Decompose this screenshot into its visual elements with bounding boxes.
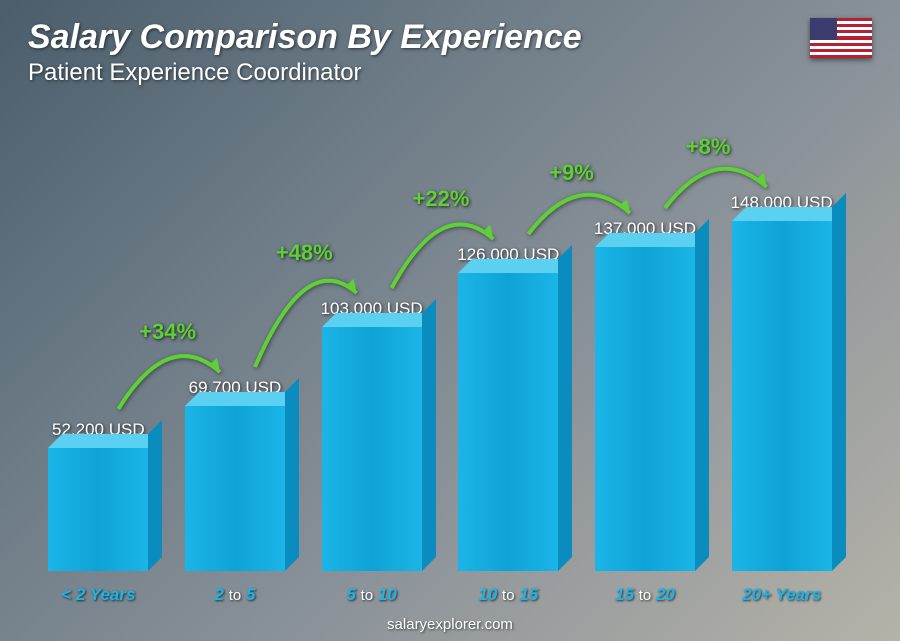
- pct-change-label: +22%: [413, 186, 470, 212]
- bar-group: 126,000 USD: [448, 245, 568, 571]
- pct-change-label: +48%: [276, 240, 333, 266]
- category-labels: < 2 Years 2 to 5 5 to 10 10 to 15 15 to 20 20…: [30, 585, 850, 605]
- footer-credit: salaryexplorer.com: [0, 616, 900, 633]
- category-label: 5 to 10: [312, 585, 432, 605]
- us-flag-icon: [810, 18, 872, 58]
- category-label: 20+ Years: [722, 585, 842, 605]
- bar-group: 148,000 USD: [722, 193, 842, 571]
- bar: [458, 273, 558, 571]
- bar-group: 103,000 USD: [312, 299, 432, 571]
- bar: [732, 221, 832, 571]
- bar: [185, 406, 285, 571]
- bar: [595, 247, 695, 571]
- bar-group: 52,200 USD: [38, 420, 158, 571]
- category-label: < 2 Years: [38, 585, 158, 605]
- category-label: 10 to 15: [448, 585, 568, 605]
- category-label: 15 to 20: [585, 585, 705, 605]
- pct-change-label: +9%: [549, 160, 594, 186]
- chart-subtitle: Patient Experience Coordinator: [28, 59, 872, 87]
- bar-group: 137,000 USD: [585, 219, 705, 571]
- chart-title: Salary Comparison By Experience: [28, 18, 872, 57]
- bar-group: 69,700 USD: [175, 378, 295, 571]
- bar: [322, 327, 422, 571]
- pct-change-label: +34%: [139, 319, 196, 345]
- pct-change-label: +8%: [686, 134, 731, 160]
- category-label: 2 to 5: [175, 585, 295, 605]
- bar: [48, 448, 148, 571]
- header: Salary Comparison By Experience Patient …: [28, 18, 872, 87]
